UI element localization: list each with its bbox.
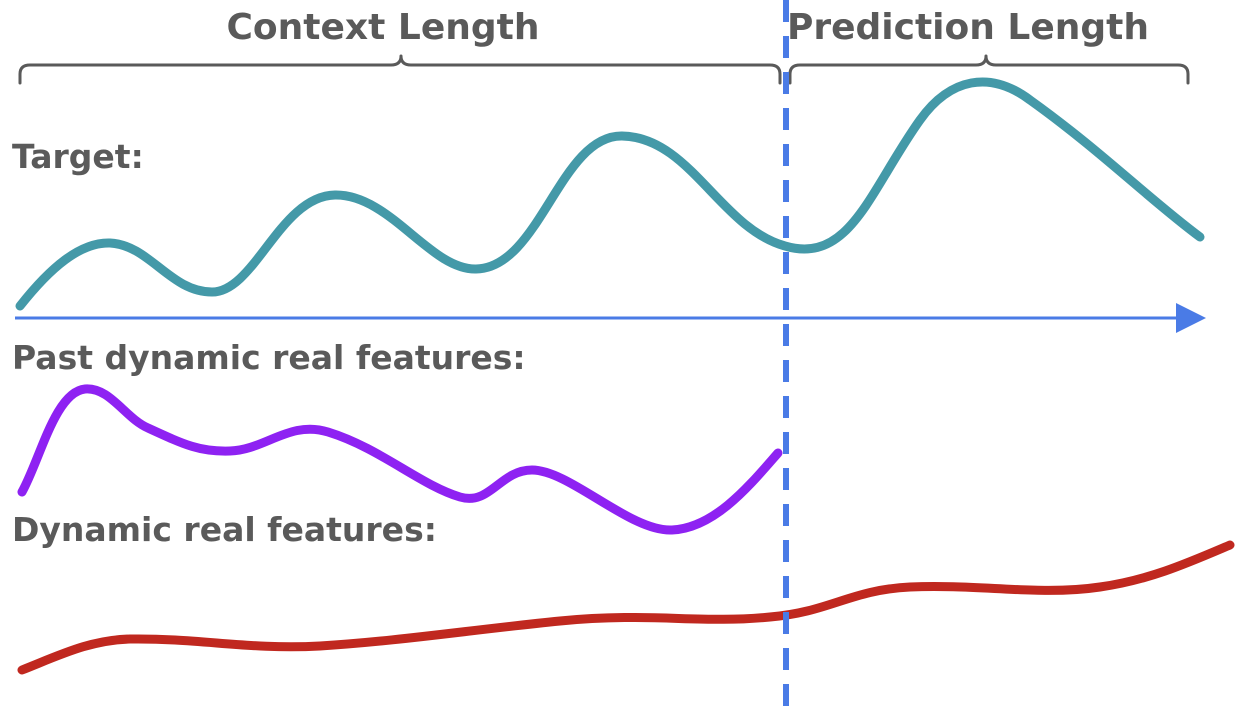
- target-label: Target:: [12, 137, 144, 176]
- prediction-length-brace: [788, 54, 1190, 85]
- dynamic-series-curve: [17, 540, 1235, 675]
- target-series-curve: [15, 77, 1205, 311]
- past-dynamic-series-curve: [17, 384, 783, 535]
- context-length-label: Context Length: [227, 7, 540, 48]
- past-dynamic-features-label: Past dynamic real features:: [12, 338, 526, 377]
- context-length-brace: [18, 54, 782, 85]
- prediction-length-label: Prediction Length: [787, 7, 1149, 48]
- dynamic-features-label: Dynamic real features:: [12, 510, 437, 549]
